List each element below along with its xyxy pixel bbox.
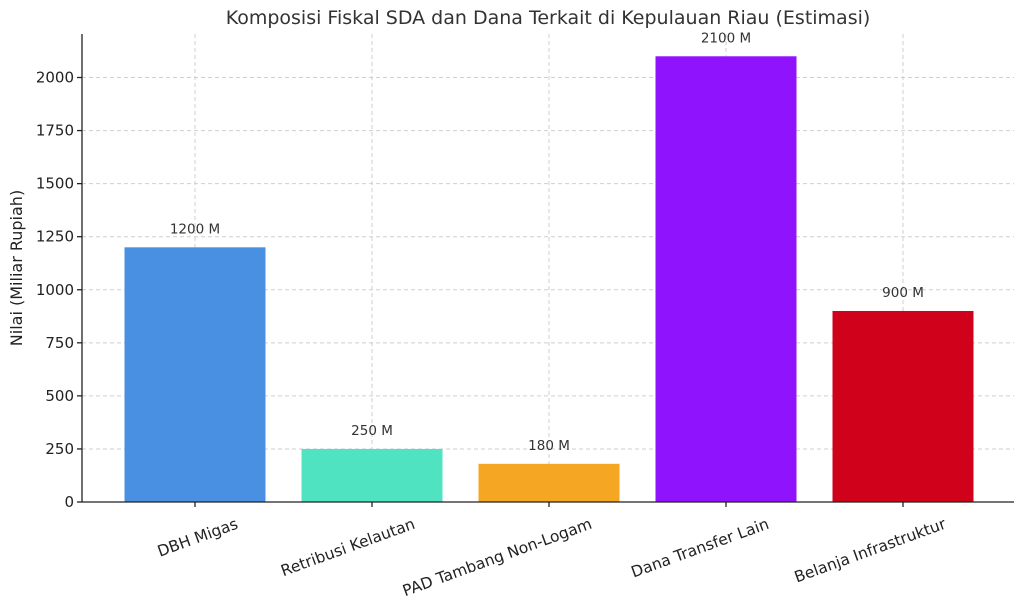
x-tick-label: PAD Tambang Non-Logam [400,515,594,600]
x-tick-label: Dana Transfer Lain [629,515,772,582]
bar [301,448,443,502]
bar [832,310,974,502]
y-tick-label: 250 [45,440,74,458]
data-label: 250 M [351,423,393,439]
bar [655,56,797,503]
data-label: 2100 M [701,30,751,46]
y-axis-label: Nilai (Miliar Rupiah) [7,190,26,346]
bars [124,56,974,503]
x-tick-label: Belanja Infrastruktur [792,515,949,587]
y-tick-label: 2000 [36,69,74,87]
x-tick-label: DBH Migas [155,515,240,561]
bar [478,463,620,502]
chart-title: Komposisi Fiskal SDA dan Dana Terkait di… [226,7,871,29]
bar [124,247,266,502]
y-tick-label: 1250 [36,228,74,246]
y-tick-label: 1500 [36,175,74,193]
data-label: 900 M [882,285,924,301]
axes [77,34,1014,507]
y-tick-label: 1000 [36,281,74,299]
y-tick-label: 1750 [36,122,74,140]
y-tick-label: 500 [45,387,74,405]
data-labels: 1200 M 250 M 180 M 2100 M 900 M [170,30,924,454]
data-label: 180 M [528,438,570,454]
y-tick-label: 0 [64,493,74,511]
data-label: 1200 M [170,221,220,237]
y-tick-label: 750 [45,334,74,352]
x-tick-label: Retribusi Kelautan [278,515,417,580]
